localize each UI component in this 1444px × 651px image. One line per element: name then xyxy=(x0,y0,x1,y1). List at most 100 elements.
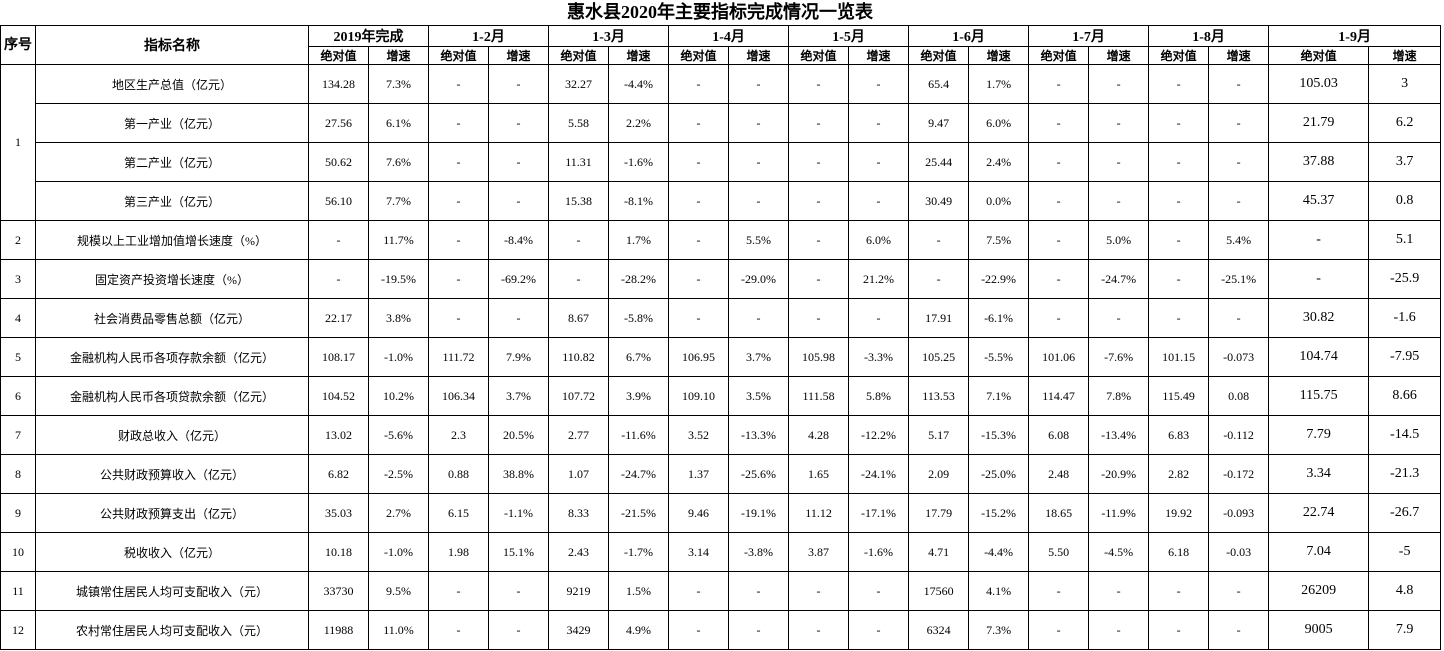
data-row: 10 税收收入（亿元） 10.18 -1.0% 1.98 15.1% 2.43 -1.7% 3.… xyxy=(0,532,1442,572)
cell: -4.4% xyxy=(608,64,670,104)
cell: 6.15 xyxy=(428,493,489,533)
cell: - xyxy=(728,64,790,104)
cell: -7.95 xyxy=(1368,337,1442,377)
header-sub: 增速 xyxy=(848,46,910,65)
cell: 50.62 xyxy=(308,142,369,182)
row-name: 财政总收入（亿元） xyxy=(35,415,309,455)
cell: 45.37 xyxy=(1268,181,1370,221)
cell: 6.82 xyxy=(308,454,369,494)
cell: - xyxy=(428,298,489,338)
cell: 11988 xyxy=(308,610,369,650)
cell: -2.5% xyxy=(368,454,429,494)
row-name: 规模以上工业增加值增长速度（%） xyxy=(35,220,309,260)
header-sub: 绝对值 xyxy=(1148,46,1210,65)
cell: - xyxy=(668,610,730,650)
cell: -13.4% xyxy=(1088,415,1150,455)
cell: 0.08 xyxy=(1208,376,1270,416)
cell: - xyxy=(1028,571,1090,611)
cell: 111.72 xyxy=(428,337,489,377)
cell: - xyxy=(788,181,850,221)
data-row: 4 社会消费品零售总额（亿元） 22.17 3.8% - -8.67 -5.8% - - - -17… xyxy=(0,298,1442,338)
data-row: 第二产业（亿元） 50.62 7.6% - -11.31 -1.6% - - - -25.44 2.… xyxy=(1,142,1442,182)
cell: - xyxy=(428,259,489,299)
row-no: 4 xyxy=(0,298,36,338)
row-name: 第二产业（亿元） xyxy=(35,142,309,182)
header-period: 1-6月 xyxy=(908,25,1030,47)
cell: - xyxy=(428,103,489,143)
cell: 115.75 xyxy=(1268,376,1370,416)
cell: 2.43 xyxy=(548,532,610,572)
cell: 7.7% xyxy=(368,181,429,221)
cell: - xyxy=(788,64,850,104)
header-sub: 绝对值 xyxy=(1268,46,1370,65)
cell: -0.073 xyxy=(1208,337,1270,377)
cell: - xyxy=(788,571,850,611)
cell: 113.53 xyxy=(908,376,970,416)
cell: 9.46 xyxy=(668,493,730,533)
row-name: 固定资产投资增长速度（%） xyxy=(35,259,309,299)
cell: 65.4 xyxy=(908,64,970,104)
cell: 110.82 xyxy=(548,337,610,377)
cell: 6.0% xyxy=(968,103,1030,143)
cell: -26.7 xyxy=(1368,493,1442,533)
cell: 30.49 xyxy=(908,181,970,221)
header-sub: 绝对值 xyxy=(1028,46,1090,65)
cell: 1.98 xyxy=(428,532,489,572)
cell: 21.79 xyxy=(1268,103,1370,143)
cell: 18.65 xyxy=(1028,493,1090,533)
cell: - xyxy=(848,64,910,104)
row-no: 6 xyxy=(0,376,36,416)
row-no: 12 xyxy=(0,610,36,650)
cell: 7.3% xyxy=(968,610,1030,650)
cell: 106.95 xyxy=(668,337,730,377)
cell: 6.0% xyxy=(848,220,910,260)
row-name: 城镇常住居民人均可支配收入（元） xyxy=(35,571,309,611)
cell: 2.09 xyxy=(908,454,970,494)
cell: 5.0% xyxy=(1088,220,1150,260)
cell: 5.5% xyxy=(728,220,790,260)
cell: 3.7 xyxy=(1368,142,1442,182)
cell: - xyxy=(1208,64,1270,104)
cell: 114.47 xyxy=(1028,376,1090,416)
cell: 106.34 xyxy=(428,376,489,416)
cell: 2.2% xyxy=(608,103,670,143)
cell: -0.112 xyxy=(1208,415,1270,455)
cell: - xyxy=(848,571,910,611)
cell: -11.9% xyxy=(1088,493,1150,533)
cell: 2.4% xyxy=(968,142,1030,182)
cell: - xyxy=(788,610,850,650)
cell: -25.6% xyxy=(728,454,790,494)
cell: 30.82 xyxy=(1268,298,1370,338)
cell: - xyxy=(848,142,910,182)
cell: 9.47 xyxy=(908,103,970,143)
data-row: 5 金融机构人民币各项存款余额（亿元） 108.17 -1.0% 111.72 7.9% 1… xyxy=(0,337,1442,377)
cell: - xyxy=(1268,259,1370,299)
cell: 11.12 xyxy=(788,493,850,533)
cell: - xyxy=(1088,103,1150,143)
cell: - xyxy=(728,298,790,338)
cell: 7.1% xyxy=(968,376,1030,416)
cell: -8.4% xyxy=(487,220,550,260)
cell: -19.5% xyxy=(368,259,429,299)
row-name: 农村常住居民人均可支配收入（元） xyxy=(35,610,309,650)
header-period: 1-3月 xyxy=(548,25,670,47)
cell: - xyxy=(1148,220,1210,260)
row-no: 8 xyxy=(0,454,36,494)
header-period: 1-5月 xyxy=(788,25,910,47)
cell: -13.3% xyxy=(728,415,790,455)
cell: -25.0% xyxy=(968,454,1030,494)
cell: 101.15 xyxy=(1148,337,1210,377)
cell: 5.4% xyxy=(1208,220,1270,260)
cell: - xyxy=(1028,259,1090,299)
cell: - xyxy=(1208,610,1270,650)
cell: 7.8% xyxy=(1088,376,1150,416)
header-row: 绝对值 增速 绝对值 增速 绝对值 增速 绝对值 增速 绝对值 增速 绝对值 增速 绝对值 增速 绝对值 增速… xyxy=(1,46,1442,65)
cell: 2.3 xyxy=(428,415,489,455)
data-row: 9 公共财政预算支出（亿元） 35.03 2.7% 6.15 -1.1% 8.33 -21.5… xyxy=(0,493,1442,533)
cell: 7.79 xyxy=(1268,415,1370,455)
header-period: 1-7月 xyxy=(1028,25,1150,47)
header-name: 指标名称 xyxy=(35,25,309,65)
row-name: 税收收入（亿元） xyxy=(35,532,309,572)
cell: 10.2% xyxy=(368,376,429,416)
cell: - xyxy=(728,142,790,182)
